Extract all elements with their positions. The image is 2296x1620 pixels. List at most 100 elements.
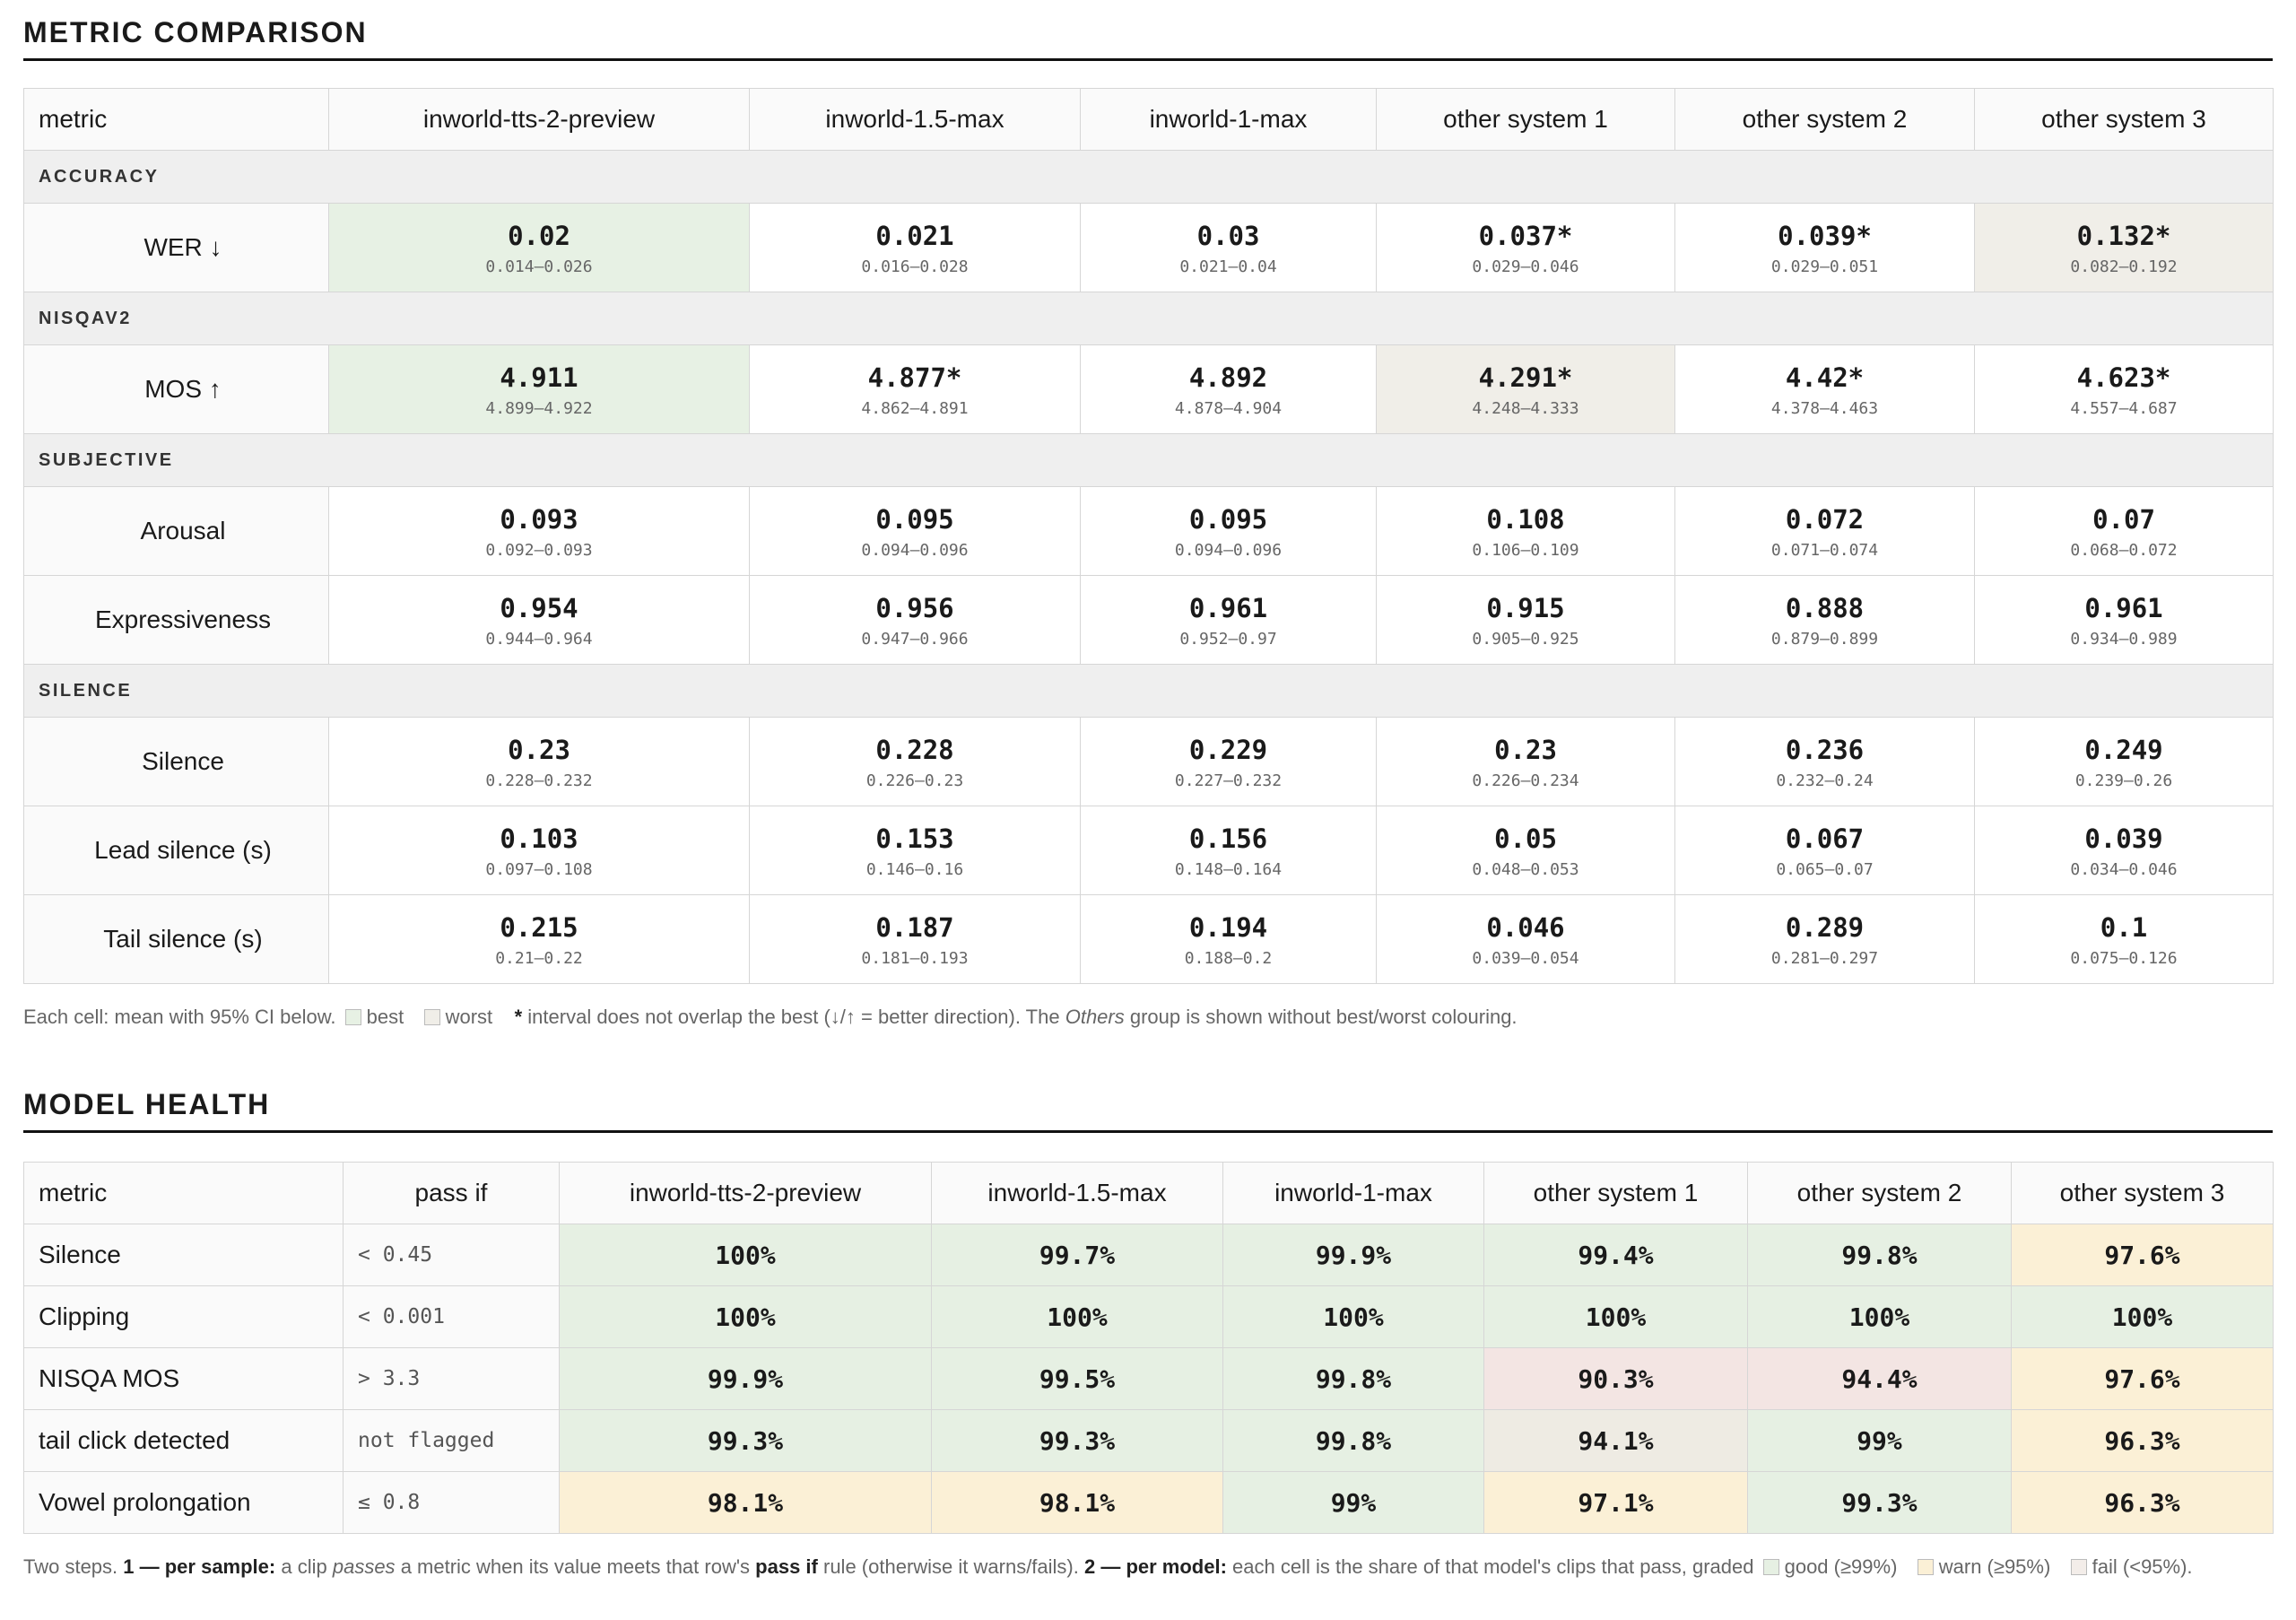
group-header-row: SUBJECTIVE bbox=[23, 433, 2274, 487]
metric-cell: 0.23 0.226–0.234 bbox=[1376, 717, 1675, 806]
health-cell: 98.1% bbox=[931, 1471, 1223, 1534]
cell-ci: 0.879–0.899 bbox=[1770, 629, 1879, 649]
group-header: ACCURACY bbox=[23, 150, 2274, 204]
metric-cell: 0.02 0.014–0.026 bbox=[328, 203, 750, 292]
legend-pass-if-word: pass if bbox=[755, 1555, 818, 1578]
pass-rate: 99.3% bbox=[1039, 1425, 1116, 1456]
pass-rate: 94.4% bbox=[1841, 1363, 1918, 1394]
health-cell: 99% bbox=[1222, 1471, 1484, 1534]
table-row: NISQA MOS > 3.3 99.9% 99.5% 99.8% 90.3% 94.4% 9… bbox=[23, 1347, 2274, 1410]
metric-comparison-table: metric inworld-tts-2-preview inworld-1.5… bbox=[23, 88, 2274, 984]
table-row: MOS ↑ 4.911 4.899–4.922 4.877* 4.862–4.891 4.… bbox=[23, 344, 2274, 434]
metric-cell: 0.046 0.039–0.054 bbox=[1376, 894, 1675, 984]
model-health-legend: Two steps. 1 — per sample: a clip passes… bbox=[23, 1552, 2273, 1582]
health-cell: 100% bbox=[559, 1224, 932, 1286]
group-header: NISQAV2 bbox=[23, 292, 2274, 345]
column-header-system: inworld-1-max bbox=[1080, 88, 1377, 151]
health-cell: 99% bbox=[1747, 1409, 2012, 1472]
cell-ci: 0.068–0.072 bbox=[2070, 540, 2178, 560]
cell-ci: 0.934–0.989 bbox=[2070, 629, 2178, 649]
pass-rate: 99.9% bbox=[707, 1363, 784, 1394]
cell-mean: 0.954 bbox=[500, 592, 578, 623]
metric-cell: 0.236 0.232–0.24 bbox=[1674, 717, 1975, 806]
health-cell: 99.3% bbox=[559, 1409, 932, 1472]
table-row: Silence 0.23 0.228–0.232 0.228 0.226–0.23 0.2… bbox=[23, 717, 2274, 806]
metric-cell: 0.915 0.905–0.925 bbox=[1376, 575, 1675, 665]
legend-step1-text: a metric when its value meets that row's bbox=[400, 1555, 751, 1578]
cell-mean: 0.021 bbox=[875, 220, 954, 251]
metric-cell: 0.05 0.048–0.053 bbox=[1376, 806, 1675, 895]
cell-ci: 0.094–0.096 bbox=[861, 540, 969, 560]
good-swatch-icon bbox=[1762, 1559, 1779, 1575]
metric-cell: 0.156 0.148–0.164 bbox=[1080, 806, 1377, 895]
cell-ci: 0.188–0.2 bbox=[1184, 948, 1273, 968]
cell-mean: 0.095 bbox=[1188, 503, 1268, 535]
cell-mean: 0.05 bbox=[1494, 823, 1557, 854]
warn-swatch-icon bbox=[1917, 1559, 1934, 1575]
metric-cell: 0.093 0.092–0.093 bbox=[328, 486, 750, 576]
cell-ci: 0.226–0.23 bbox=[865, 771, 964, 790]
group-header-row: SILENCE bbox=[23, 664, 2274, 718]
pass-rate: 96.3% bbox=[2104, 1425, 2180, 1456]
cell-mean: 0.229 bbox=[1188, 734, 1268, 765]
column-header-system: other system 3 bbox=[2011, 1162, 2274, 1224]
column-header-metric: metric bbox=[23, 88, 329, 151]
metric-cell: 0.961 0.934–0.989 bbox=[1974, 575, 2274, 665]
legend-step1-text: rule (otherwise it warns/fails). bbox=[823, 1555, 1079, 1578]
column-header-system: inworld-1-max bbox=[1222, 1162, 1484, 1224]
model-health-title: MODEL HEALTH bbox=[23, 1088, 2273, 1133]
cell-mean: 0.103 bbox=[500, 823, 578, 854]
health-cell: 99.7% bbox=[931, 1224, 1223, 1286]
cell-ci: 0.106–0.109 bbox=[1472, 540, 1579, 560]
group-header: SILENCE bbox=[23, 664, 2274, 718]
pass-rate: 100% bbox=[715, 1302, 776, 1332]
metric-cell: 0.228 0.226–0.23 bbox=[749, 717, 1081, 806]
health-cell: 100% bbox=[1747, 1285, 2012, 1348]
metric-cell: 0.229 0.227–0.232 bbox=[1080, 717, 1377, 806]
pass-rate: 97.6% bbox=[2104, 1363, 2180, 1394]
health-cell: 94.4% bbox=[1747, 1347, 2012, 1410]
cell-ci: 0.148–0.164 bbox=[1174, 859, 1283, 879]
pass-rate: 99.4% bbox=[1578, 1240, 1654, 1270]
health-cell: 96.3% bbox=[2011, 1409, 2274, 1472]
cell-mean: 0.194 bbox=[1188, 911, 1268, 943]
legend-passes-word: passes bbox=[332, 1555, 396, 1578]
metric-cell: 0.249 0.239–0.26 bbox=[1974, 717, 2274, 806]
legend-star: * bbox=[514, 1006, 523, 1028]
pass-rule: < 0.45 bbox=[343, 1224, 560, 1286]
pass-rate: 99% bbox=[1857, 1425, 1902, 1456]
pass-rule: not flagged bbox=[343, 1409, 560, 1472]
cell-mean: 0.23 bbox=[508, 734, 570, 765]
cell-ci: 0.029–0.046 bbox=[1472, 257, 1579, 276]
cell-ci: 0.021–0.04 bbox=[1179, 257, 1277, 276]
pass-rate: 99.3% bbox=[1841, 1487, 1918, 1518]
fail-swatch-icon bbox=[2070, 1559, 2087, 1575]
legend-step1-text: a clip bbox=[281, 1555, 327, 1578]
cell-ci: 0.181–0.193 bbox=[861, 948, 969, 968]
health-cell: 99.8% bbox=[1222, 1347, 1484, 1410]
column-header-system: other system 3 bbox=[1974, 88, 2274, 151]
metric-cell: 0.153 0.146–0.16 bbox=[749, 806, 1081, 895]
cell-mean: 0.095 bbox=[875, 503, 954, 535]
row-label: tail click detected bbox=[23, 1409, 344, 1472]
pass-rate: 99.5% bbox=[1039, 1363, 1116, 1394]
legend-intro: Each cell: mean with 95% CI below. bbox=[23, 1006, 336, 1028]
cell-ci: 0.014–0.026 bbox=[485, 257, 593, 276]
cell-ci: 0.092–0.093 bbox=[485, 540, 593, 560]
health-cell: 98.1% bbox=[559, 1471, 932, 1534]
row-label: Expressiveness bbox=[23, 575, 329, 665]
column-header-system: inworld-tts-2-preview bbox=[559, 1162, 932, 1224]
model-health-header-row: metric pass if inworld-tts-2-preview inw… bbox=[23, 1162, 2274, 1224]
metric-comparison-title: METRIC COMPARISON bbox=[23, 0, 2273, 61]
health-cell: 96.3% bbox=[2011, 1471, 2274, 1534]
cell-mean: 0.215 bbox=[500, 911, 578, 943]
column-header-system: other system 2 bbox=[1747, 1162, 2012, 1224]
cell-mean: 0.093 bbox=[500, 503, 578, 535]
pass-rate: 96.3% bbox=[2104, 1487, 2180, 1518]
cell-mean: 0.956 bbox=[875, 592, 954, 623]
metric-cell: 0.095 0.094–0.096 bbox=[749, 486, 1081, 576]
cell-ci: 0.094–0.096 bbox=[1174, 540, 1283, 560]
metric-cell: 4.42* 4.378–4.463 bbox=[1674, 344, 1975, 434]
legend-fail-label: fail (<95%). bbox=[2092, 1555, 2193, 1578]
cell-ci: 0.232–0.24 bbox=[1776, 771, 1874, 790]
